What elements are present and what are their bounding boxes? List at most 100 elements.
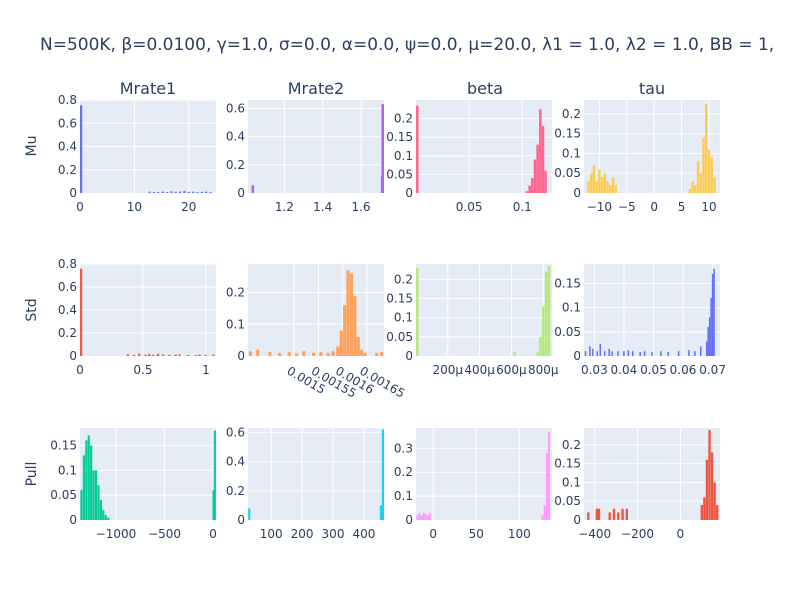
histogram-bar [539,336,542,356]
histogram-bar [287,352,291,356]
histogram-bar [584,351,587,356]
x-tick-label: 0 [76,363,84,377]
histogram-bar [710,297,712,356]
histogram-bar [611,177,615,193]
x-tick-label: 0 [429,527,437,541]
y-tick-label: 0 [237,513,245,527]
histogram-bar [157,353,160,356]
histogram-bar [187,354,190,356]
histogram-bar [608,512,611,520]
histogram-bar [379,352,384,356]
histogram-bar [179,191,182,193]
histogram-bar [174,191,177,193]
plot-area [584,264,720,356]
row-title-pull: Pull [24,462,40,487]
panel-pull-beta: 0 50 100 0 0.1 0.2 0.3 [394,428,552,541]
panel-mu-mrate1: 0 10 20 0 0.2 0.4 0.6 0.8 [58,93,216,214]
y-tick-label: 0 [237,186,245,200]
histogram-bar [587,181,590,193]
histogram-bar [595,181,598,193]
histogram-bar [212,354,215,356]
x-tick-label: 0.03 [581,363,608,377]
histogram-bar [531,178,534,193]
histogram-bar [710,452,714,520]
y-tick-label: 0.6 [58,280,77,294]
histogram-bar [541,306,545,356]
y-tick-label: 0.1 [394,149,413,163]
histogram-bar [705,459,709,520]
x-tick-label: 0 [209,527,217,541]
y-tick-label: 0.15 [554,457,581,471]
histogram-bar [632,351,634,356]
histogram-bar [87,435,90,520]
histogram-bar [200,191,203,193]
histogram-bar [427,515,429,520]
x-tick-label: 800μ [528,363,559,377]
y-tick-label: 0 [405,513,413,527]
histogram-bar [700,346,702,356]
plot-area [416,264,552,356]
histogram-bar [148,353,151,356]
y-tick-label: 0 [405,186,413,200]
histogram-bar [165,192,169,193]
histogram-bar [589,346,591,356]
histogram-bar [541,515,544,520]
histogram-bar [606,181,609,193]
histogram-bar [592,165,596,193]
histogram-bar [256,349,260,356]
histogram-bar [356,336,360,356]
x-tick-label: 20 [181,200,196,214]
x-tick-label: 1 [202,363,210,377]
y-tick-label: 0.15 [50,438,77,452]
histogram-bar [713,177,716,193]
panel-mu-tau: −10 −5 0 5 10 0 0.05 0.1 0.15 0.2 [554,100,720,214]
histogram-bar [424,514,427,520]
histogram-bar [707,149,711,193]
x-tick-label: 0 [677,527,685,541]
histogram-bar [162,354,165,356]
histogram-bar [349,273,354,356]
x-tick-label: 300 [322,527,345,541]
histogram-bar [528,185,531,193]
y-tick-label: 0 [573,513,581,527]
histogram-bar [702,137,705,193]
histogram-bar [643,351,646,356]
y-tick-label: 0 [573,349,581,363]
histogram-bar [544,170,547,193]
y-tick-label: 0.4 [226,130,245,144]
x-tick-label: 5 [678,200,686,214]
histogram-bar [205,191,208,193]
y-tick-label: 0.05 [50,488,77,502]
x-tick-label: 0.07 [699,363,726,377]
histogram-bar [381,429,384,520]
figure-title: N=500K, β=0.0100, γ=1.0, σ=0.0, α=0.0, ψ… [40,35,774,55]
histogram-bar [416,267,419,356]
histogram-bar [533,159,537,193]
histogram-bar [609,185,612,193]
histogram-bar [187,191,190,193]
x-tick-label: −400 [578,527,611,541]
histogram-bar [381,104,384,193]
plot-area [248,100,384,193]
histogram-bar [543,505,546,520]
y-tick-label: 0.1 [562,475,581,489]
histogram-bar [319,352,323,356]
histogram-bar [599,343,602,356]
row-title-mu: Mu [24,136,40,157]
histogram-bar [611,351,613,356]
histogram-bar [592,348,594,356]
histogram-bar [107,517,110,520]
y-tick-label: 0.8 [58,257,77,271]
x-tick-label: 0 [76,200,84,214]
y-tick-label: 0.2 [562,438,581,452]
histogram-bar [248,508,251,520]
y-tick-label: 0.1 [58,463,77,477]
histogram-bar [608,348,610,356]
y-tick-label: 0.05 [554,166,581,180]
x-tick-label: 1.6 [351,200,370,214]
histogram-bar [144,354,147,356]
histogram-bar [589,173,593,193]
histogram-bar [363,352,367,356]
